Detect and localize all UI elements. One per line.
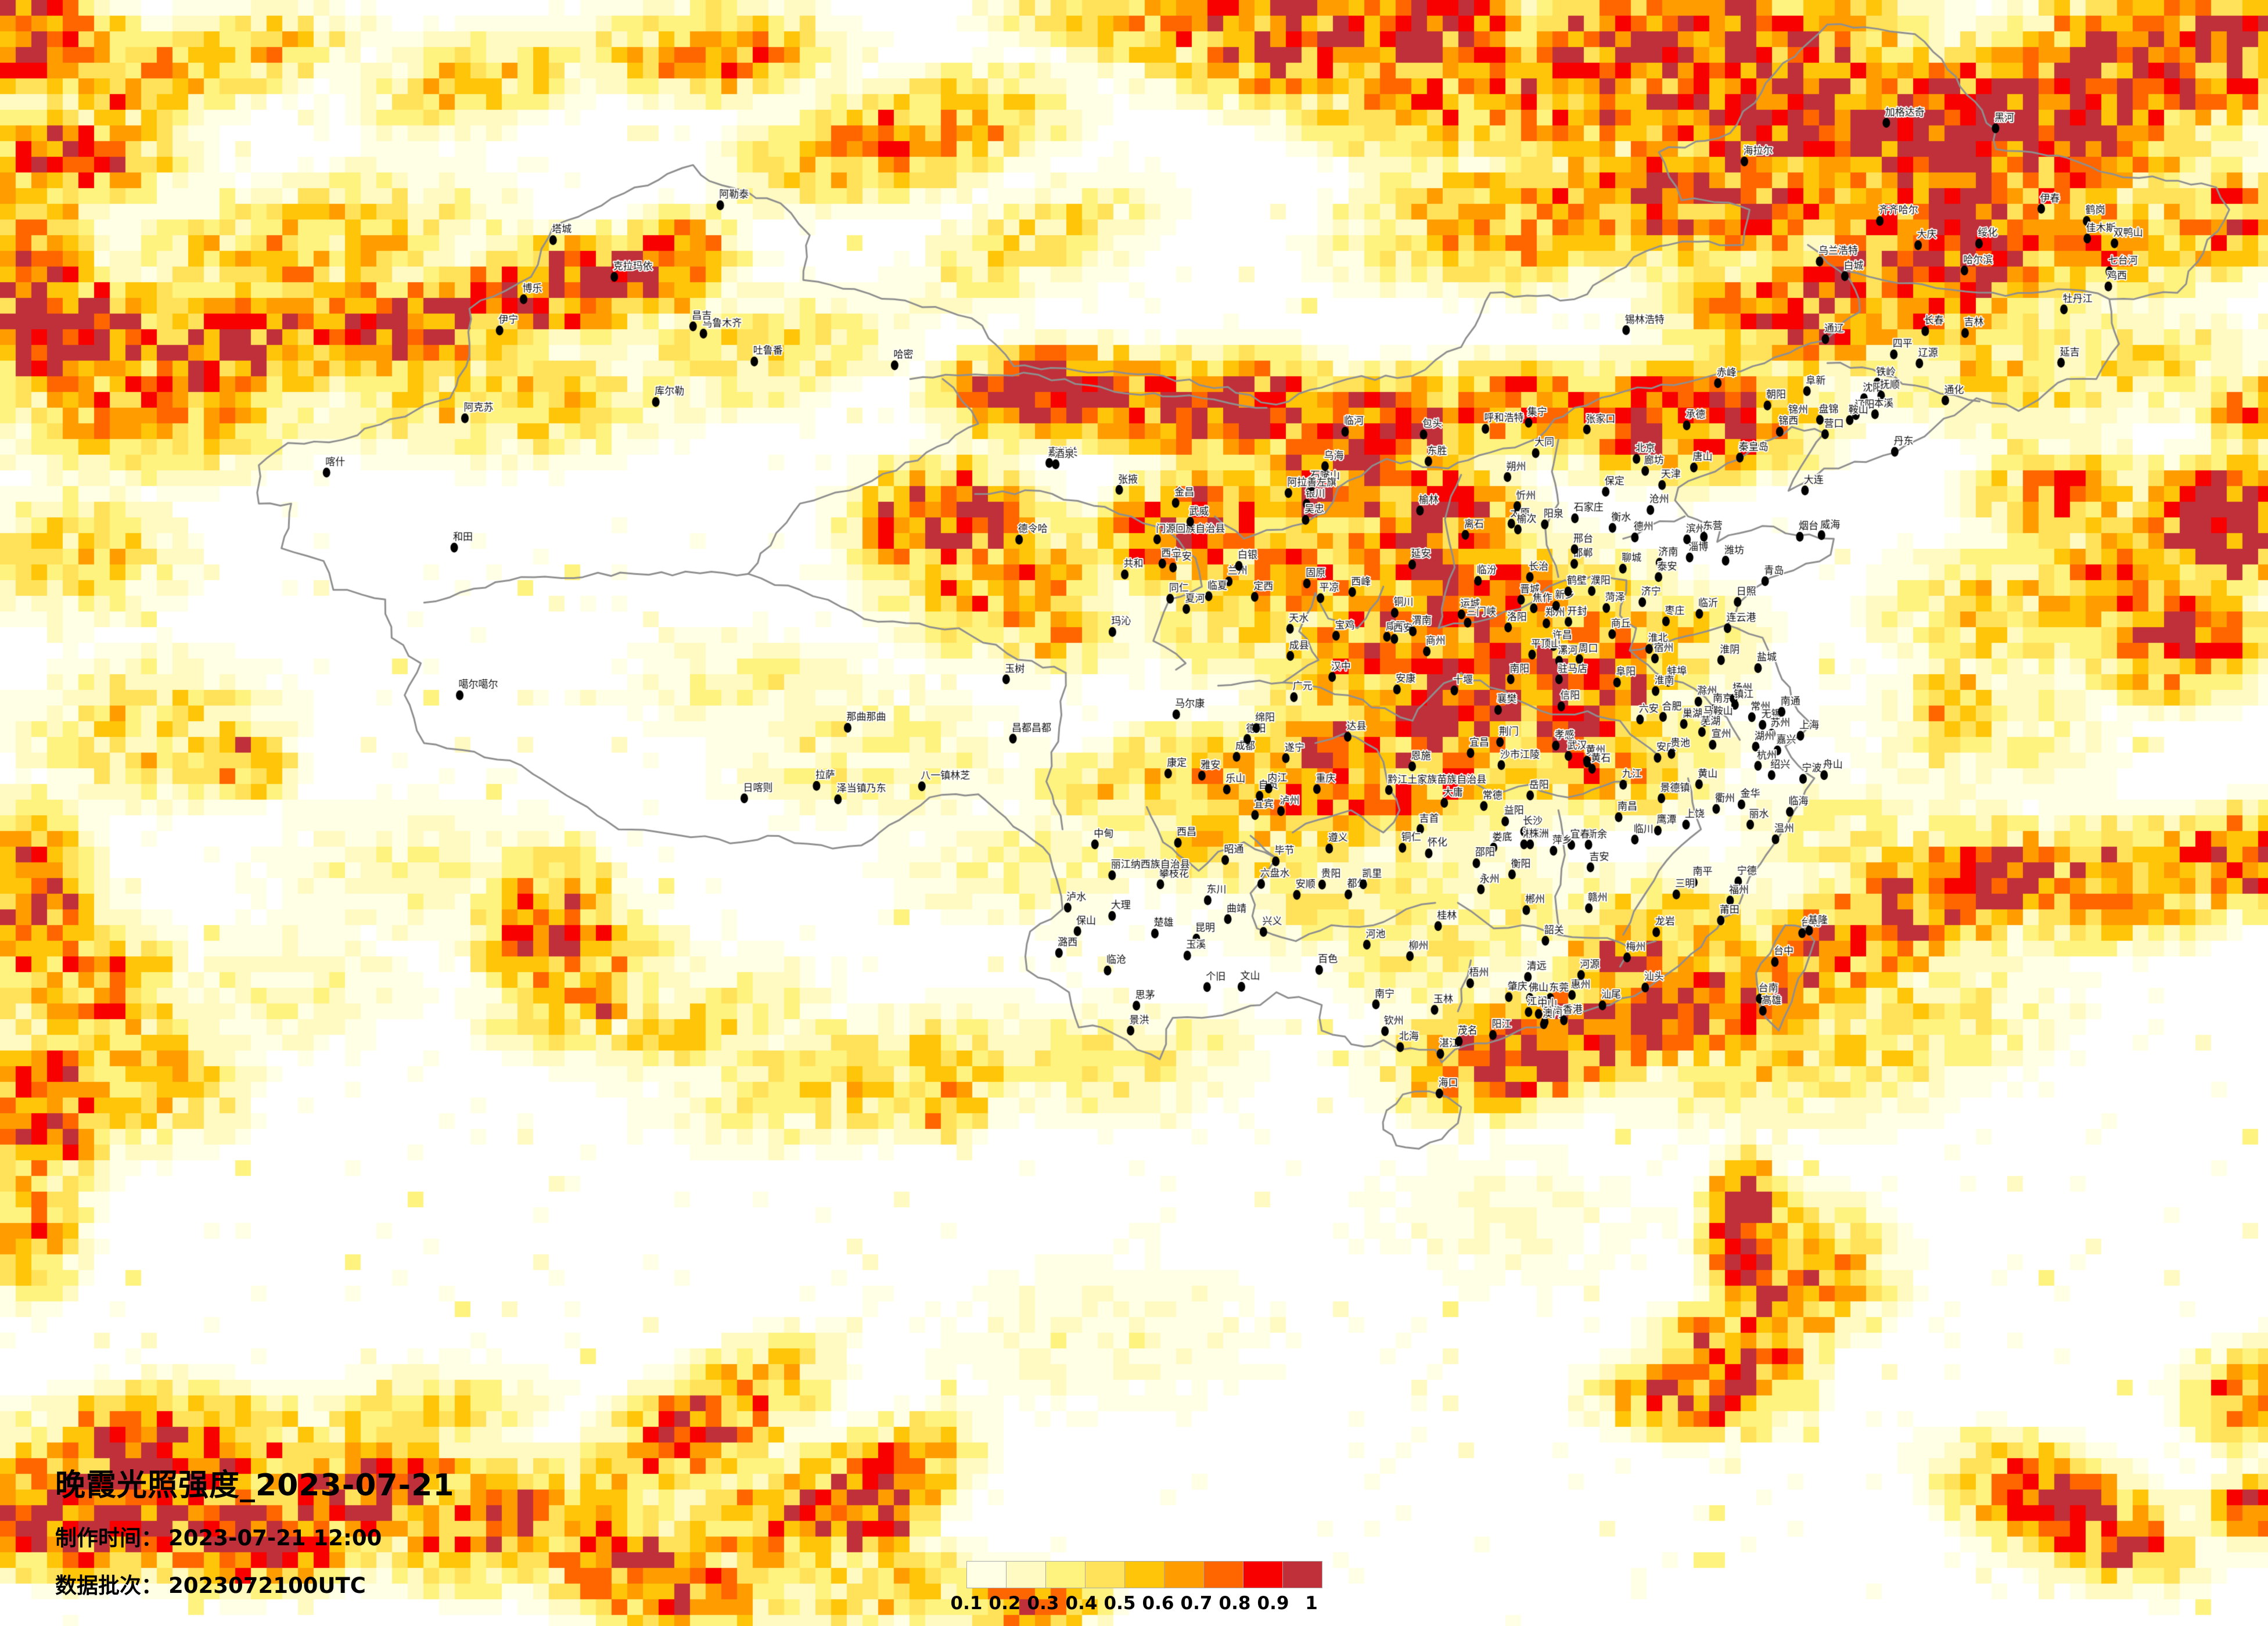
legend-swatch [1164,1561,1204,1588]
title-block: 晚霞光照强度_2023-07-21 制作时间： 2023-07-21 12:00 … [55,1460,455,1599]
made-time-label: 制作时间： [55,1526,163,1551]
legend-tick-label: 0.5 [1104,1593,1136,1614]
map-title: 晚霞光照强度_2023-07-21 [55,1468,455,1503]
legend-swatch [1282,1561,1322,1588]
legend-tick-label: 0.1 [950,1593,983,1614]
legend-tick-label: 0.7 [1180,1593,1213,1614]
legend-tick-row: 0.1 0.2 0.3 0.4 0.5 0.6 0.7 0.8 0.9 1 [951,1593,1322,1616]
legend-swatch-row [966,1561,1322,1588]
data-batch-line: 数据批次： 2023072100UTC [55,1568,455,1599]
legend-tick-label: 0.9 [1257,1593,1289,1614]
legend-tick-label: 0.8 [1219,1593,1251,1614]
legend-tick-label: 0.6 [1142,1593,1174,1614]
legend-tick-label: 0.4 [1065,1593,1098,1614]
legend-swatch [1045,1561,1086,1588]
legend-swatch [1124,1561,1164,1588]
intensity-legend: 0.1 0.2 0.3 0.4 0.5 0.6 0.7 0.8 0.9 1 [951,1561,1322,1616]
legend-swatch [1243,1561,1283,1588]
legend-swatch [966,1561,1007,1588]
data-batch-value: 2023072100UTC [168,1573,366,1598]
made-time-line: 制作时间： 2023-07-21 12:00 [55,1520,455,1552]
legend-tick-label: 1 [1305,1593,1318,1614]
legend-swatch [1085,1561,1125,1588]
legend-swatch [1203,1561,1243,1588]
legend-tick-label: 0.3 [1027,1593,1059,1614]
data-batch-label: 数据批次： [55,1573,163,1598]
legend-swatch [1006,1561,1046,1588]
made-time-value: 2023-07-21 12:00 [168,1526,382,1551]
legend-tick-label: 0.2 [989,1593,1021,1614]
